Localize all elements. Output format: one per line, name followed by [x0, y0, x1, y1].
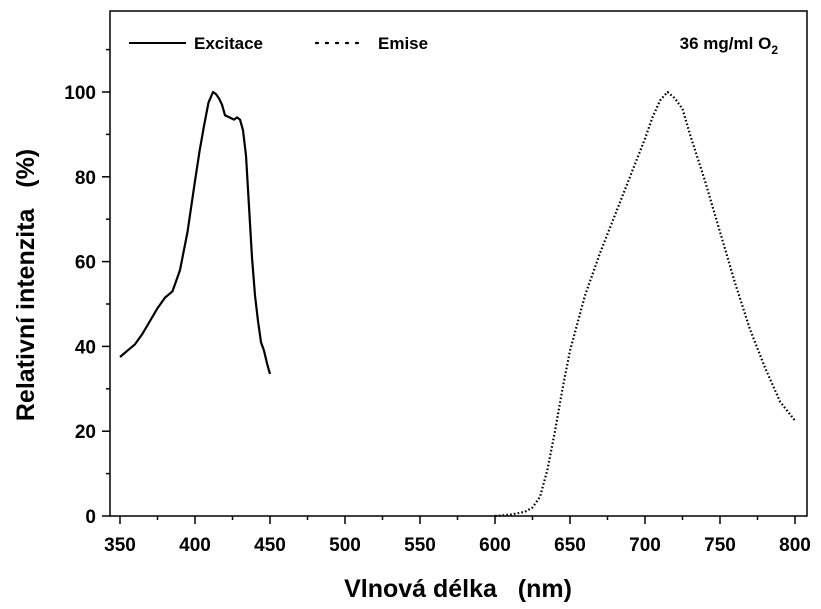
y-tick-label: 0 [85, 507, 96, 528]
annotation-concentration: 36 mg/ml O2 [680, 34, 779, 57]
legend: Excitace Emise [129, 34, 428, 53]
x-tick-label: 650 [554, 535, 586, 556]
y-axis-title: Relativní intenzita (%) [12, 149, 40, 421]
x-axis-title: Vlnová délka (nm) [344, 575, 572, 603]
x-tick-label: 550 [404, 535, 436, 556]
series-layer [119, 90, 796, 518]
x-tick-labels: 350 400 450 500 550 600 650 700 750 800 [104, 535, 811, 556]
annotation-text: 36 mg/ml O [680, 34, 772, 53]
y-tick-label: 20 [75, 422, 96, 443]
x-tick-label: 700 [629, 535, 661, 556]
series-line-emise [494, 90, 796, 518]
axis-ticks [102, 48, 796, 524]
x-tick-label: 600 [479, 535, 511, 556]
x-tick-label: 500 [329, 535, 361, 556]
y-tick-label: 60 [75, 253, 96, 274]
x-tick-label: 750 [704, 535, 736, 556]
plot-frame [109, 10, 808, 517]
y-tick-label: 80 [75, 168, 96, 189]
x-tick-label: 800 [779, 535, 811, 556]
y-tick-label: 40 [75, 337, 96, 358]
series-line-excitace [119, 90, 272, 375]
x-tick-label: 350 [104, 535, 136, 556]
y-tick-labels: 0 20 40 60 80 100 [64, 83, 96, 528]
annotation-subscript: 2 [771, 43, 778, 57]
legend-label-excitace: Excitace [194, 34, 263, 53]
y-tick-label: 100 [64, 83, 96, 104]
x-tick-label: 450 [254, 535, 286, 556]
x-tick-label: 400 [179, 535, 211, 556]
legend-label-emise: Emise [378, 34, 428, 53]
